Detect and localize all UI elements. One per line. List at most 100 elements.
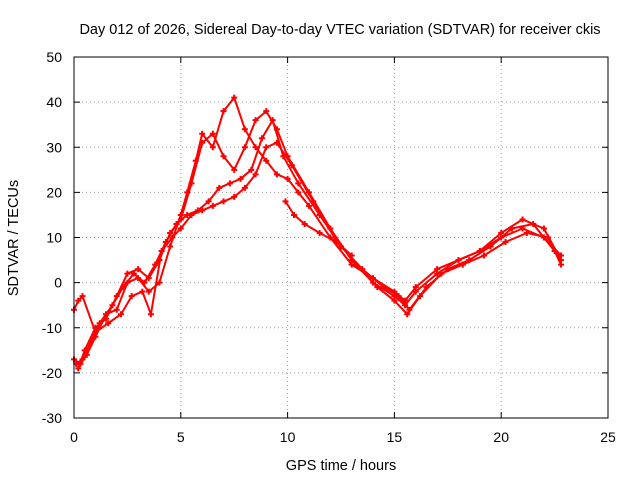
point-track-4-20 [273,139,280,146]
point-track-5-5 [348,252,355,259]
y-axis-label: SDTVAR / TECUs [6,180,22,296]
point-track-3-8 [152,261,159,268]
point-track-3-14 [216,184,223,191]
point-track-1-15 [209,144,216,151]
point-track-1-8 [145,288,152,295]
ytick-label-20: 20 [46,184,62,200]
xtick-label-10: 10 [280,429,296,445]
point-track-4-33 [523,229,530,236]
point-track-4-2 [79,293,86,300]
point-track-1-14 [199,130,206,137]
data-series [71,94,565,372]
point-track-4-7 [139,288,146,295]
point-track-1-22 [284,175,291,182]
point-track-4-9 [158,248,165,255]
point-track-2-16 [241,144,248,151]
point-track-1-19 [252,144,259,151]
chart-title: Day 012 of 2026, Sidereal Day-to-day VTE… [79,22,600,38]
point-track-3-10 [173,220,180,227]
point-track-3-18 [258,135,265,142]
point-track-3-4 [109,302,116,309]
series-track-4 [73,141,562,334]
point-track-1-20 [263,157,270,164]
point-track-2-17 [252,117,259,124]
point-track-4-31 [481,252,488,259]
point-track-3-19 [269,117,276,124]
xtick-label-25: 25 [600,429,616,445]
point-track-4-21 [288,162,295,169]
ytick-label--10: -10 [42,320,62,336]
point-track-1-24 [305,202,312,209]
point-track-3-33 [530,220,537,227]
point-track-2-18 [263,108,270,115]
point-track-4-22 [310,198,317,205]
point-track-1-10 [167,243,174,250]
point-track-4-15 [220,198,227,205]
point-track-4-30 [459,261,466,268]
xtick-label-20: 20 [493,429,509,445]
point-track-2-5 [124,270,131,277]
point-track-3-2 [88,338,95,345]
point-track-3-5 [120,284,127,291]
point-track-1-21 [273,171,280,178]
point-track-4-34 [545,234,552,241]
point-track-1-23 [295,189,302,196]
xtick-label-5: 5 [177,429,185,445]
ytick-label-0: 0 [54,275,62,291]
point-track-4-32 [502,239,509,246]
point-track-3-13 [205,198,212,205]
point-track-2-12 [199,139,206,146]
ytick-label-40: 40 [46,94,62,110]
point-track-2-3 [103,315,110,322]
point-track-4-17 [241,184,248,191]
point-track-2-13 [209,130,216,137]
point-track-3-31 [487,243,494,250]
point-track-5-0 [282,198,289,205]
grid-lines [74,57,608,418]
point-track-5-4 [333,239,340,246]
point-track-2-6 [135,266,142,273]
xtick-label-15: 15 [387,429,403,445]
point-track-4-11 [177,225,184,232]
xtick-label-0: 0 [70,429,78,445]
point-track-3-6 [130,270,137,277]
point-track-4-35 [558,261,565,268]
point-track-3-21 [295,180,302,187]
point-track-4-13 [199,207,206,214]
point-track-2-33 [540,225,547,232]
point-track-1-17 [231,94,238,101]
point-track-4-16 [231,193,238,200]
point-track-5-2 [301,220,308,227]
point-track-1-9 [156,279,163,286]
point-track-4-28 [417,293,424,300]
point-track-2-11 [188,180,195,187]
point-track-4-1 [75,297,82,304]
point-track-3-15 [226,180,233,187]
point-track-4-18 [252,171,259,178]
point-track-4-10 [169,234,176,241]
point-track-1-18 [241,126,248,133]
point-track-3-32 [508,225,515,232]
ytick-label-30: 30 [46,139,62,155]
point-track-2-14 [220,153,227,160]
point-track-4-26 [391,297,398,304]
series-track-2 [77,110,562,370]
ytick-label--30: -30 [42,410,62,426]
point-track-3-17 [248,166,255,173]
point-track-4-23 [331,234,338,241]
point-track-4-6 [128,293,135,300]
point-track-3-26 [395,293,402,300]
point-track-3-16 [237,175,244,182]
point-track-5-3 [316,229,323,236]
point-track-4-5 [117,311,124,318]
point-track-3-3 [96,320,103,327]
point-track-5-1 [291,211,298,218]
point-track-4-29 [438,270,445,277]
point-track-2-31 [498,229,505,236]
point-track-4-12 [188,211,195,218]
point-track-2-32 [519,216,526,223]
point-track-4-8 [147,311,154,318]
point-track-2-0 [75,365,82,372]
point-track-4-14 [209,202,216,209]
